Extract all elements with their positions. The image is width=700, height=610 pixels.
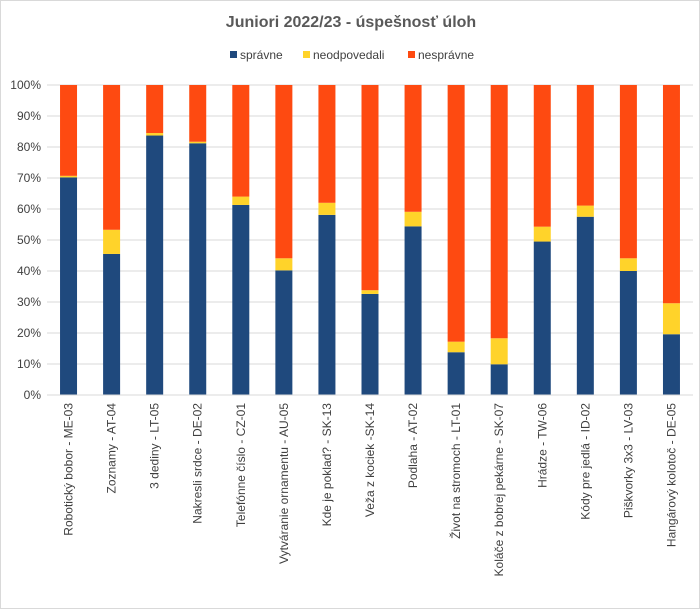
bar-segment-nespravne-4	[189, 85, 207, 142]
x-category-label: Koláče z bobrej pekárne - SK-07	[492, 403, 506, 577]
bar-segment-nespravne-15	[662, 85, 680, 304]
x-category-label: Kde je poklad? - SK-13	[320, 403, 334, 527]
y-tick-label: 10%	[17, 357, 41, 371]
bar-segment-spravne-3	[146, 135, 164, 395]
y-tick-label: 40%	[17, 264, 41, 278]
y-tick-label: 100%	[10, 78, 41, 92]
x-category-label: Zoznamy - AT-04	[105, 403, 119, 494]
bar-segment-neodpovedali-3	[146, 133, 164, 136]
bar-segment-nespravne-10	[447, 85, 465, 342]
legend-swatch	[408, 51, 415, 58]
bar-segment-spravne-12	[533, 241, 551, 395]
legend-label: správne	[240, 48, 283, 62]
x-axis-labels: Robotický bobor - ME-03 Zoznamy - AT-04 3 …	[62, 403, 679, 577]
bar-segment-nespravne-1	[60, 85, 78, 176]
bar-segment-nespravne-7	[318, 85, 336, 203]
bar-segment-nespravne-13	[576, 85, 594, 206]
x-category-label: Vytváranie ornamentu - AU-05	[277, 403, 291, 564]
x-category-label: Robotický bobor - ME-03	[62, 403, 76, 536]
legend-swatch	[230, 51, 237, 58]
bar-segment-nespravne-8	[361, 85, 379, 291]
y-tick-label: 70%	[17, 171, 41, 185]
bar-segment-neodpovedali-10	[447, 341, 465, 353]
x-category-label: Podlaha - AT-02	[406, 403, 420, 488]
bar-segment-spravne-1	[60, 177, 78, 395]
bar-segment-neodpovedali-5	[232, 196, 250, 205]
x-category-label: Piškvorky 3x3 - LV-03	[621, 403, 635, 518]
y-tick-label: 80%	[17, 140, 41, 154]
bar-segment-nespravne-9	[404, 85, 422, 212]
bar-segment-neodpovedali-9	[404, 211, 422, 227]
bar-segment-neodpovedali-13	[576, 205, 594, 217]
bar-segment-spravne-2	[103, 253, 121, 395]
bar-segment-neodpovedali-14	[619, 258, 637, 271]
x-category-label: Kódy pre jedlá - ID-02	[578, 403, 592, 520]
bar-segment-neodpovedali-11	[490, 338, 508, 365]
x-category-label: Život na stromoch - LT-01	[448, 403, 463, 539]
bar-segment-neodpovedali-7	[318, 202, 336, 215]
bar-segment-nespravne-14	[619, 85, 637, 259]
bar-segment-spravne-6	[275, 270, 293, 395]
chart-title: Juniori 2022/23 - úspešnosť úloh	[226, 14, 476, 31]
y-tick-label: 60%	[17, 202, 41, 216]
bar-segment-spravne-4	[189, 143, 207, 395]
x-category-label: Hangárový kolotoč - DE-05	[664, 403, 678, 547]
bar-segment-neodpovedali-4	[189, 141, 207, 144]
bar-segment-spravne-15	[662, 334, 680, 395]
bar-segment-neodpovedali-6	[275, 258, 293, 271]
y-tick-label: 90%	[17, 109, 41, 123]
legend-label: nesprávne	[418, 48, 474, 62]
x-category-label: Hrádze - TW-06	[535, 403, 549, 488]
bar-segment-nespravne-5	[232, 85, 250, 197]
bar-segment-spravne-8	[361, 293, 379, 395]
bar-segment-nespravne-3	[146, 85, 164, 134]
y-axis-ticks: 0% 10% 20% 30% 40% 50% 60% 70% 80% 90% 100%	[10, 78, 41, 402]
x-category-label: Veža z kociek -SK-14	[363, 403, 377, 517]
legend-label: neodpovedali	[313, 48, 384, 62]
legend: správne neodpovedali nesprávne	[230, 48, 474, 62]
bars	[60, 85, 680, 395]
bar-segment-neodpovedali-12	[533, 226, 551, 242]
x-category-label: 3 dediny - LT-05	[148, 403, 162, 489]
bar-segment-nespravne-12	[533, 85, 551, 227]
bar-segment-spravne-13	[576, 216, 594, 395]
bar-segment-spravne-14	[619, 271, 637, 395]
bar-segment-spravne-11	[490, 364, 508, 395]
bar-segment-neodpovedali-2	[103, 229, 121, 254]
bar-segment-spravne-9	[404, 226, 422, 395]
bar-segment-nespravne-2	[103, 85, 121, 230]
x-category-label: Nakresli srdce - DE-02	[191, 403, 205, 524]
bar-segment-neodpovedali-8	[361, 290, 379, 294]
bar-segment-spravne-7	[318, 214, 336, 395]
bar-segment-nespravne-11	[490, 85, 508, 339]
legend-swatch	[303, 51, 310, 58]
bar-segment-nespravne-6	[275, 85, 293, 259]
bar-segment-neodpovedali-1	[60, 175, 78, 178]
y-tick-label: 20%	[17, 326, 41, 340]
y-tick-label: 30%	[17, 295, 41, 309]
bar-segment-neodpovedali-15	[662, 303, 680, 335]
x-category-label: Telefónne číslo - CZ-01	[234, 403, 248, 527]
y-tick-label: 0%	[24, 388, 42, 402]
bar-segment-spravne-5	[232, 204, 250, 395]
bar-segment-spravne-10	[447, 352, 465, 395]
y-tick-label: 50%	[17, 233, 41, 247]
